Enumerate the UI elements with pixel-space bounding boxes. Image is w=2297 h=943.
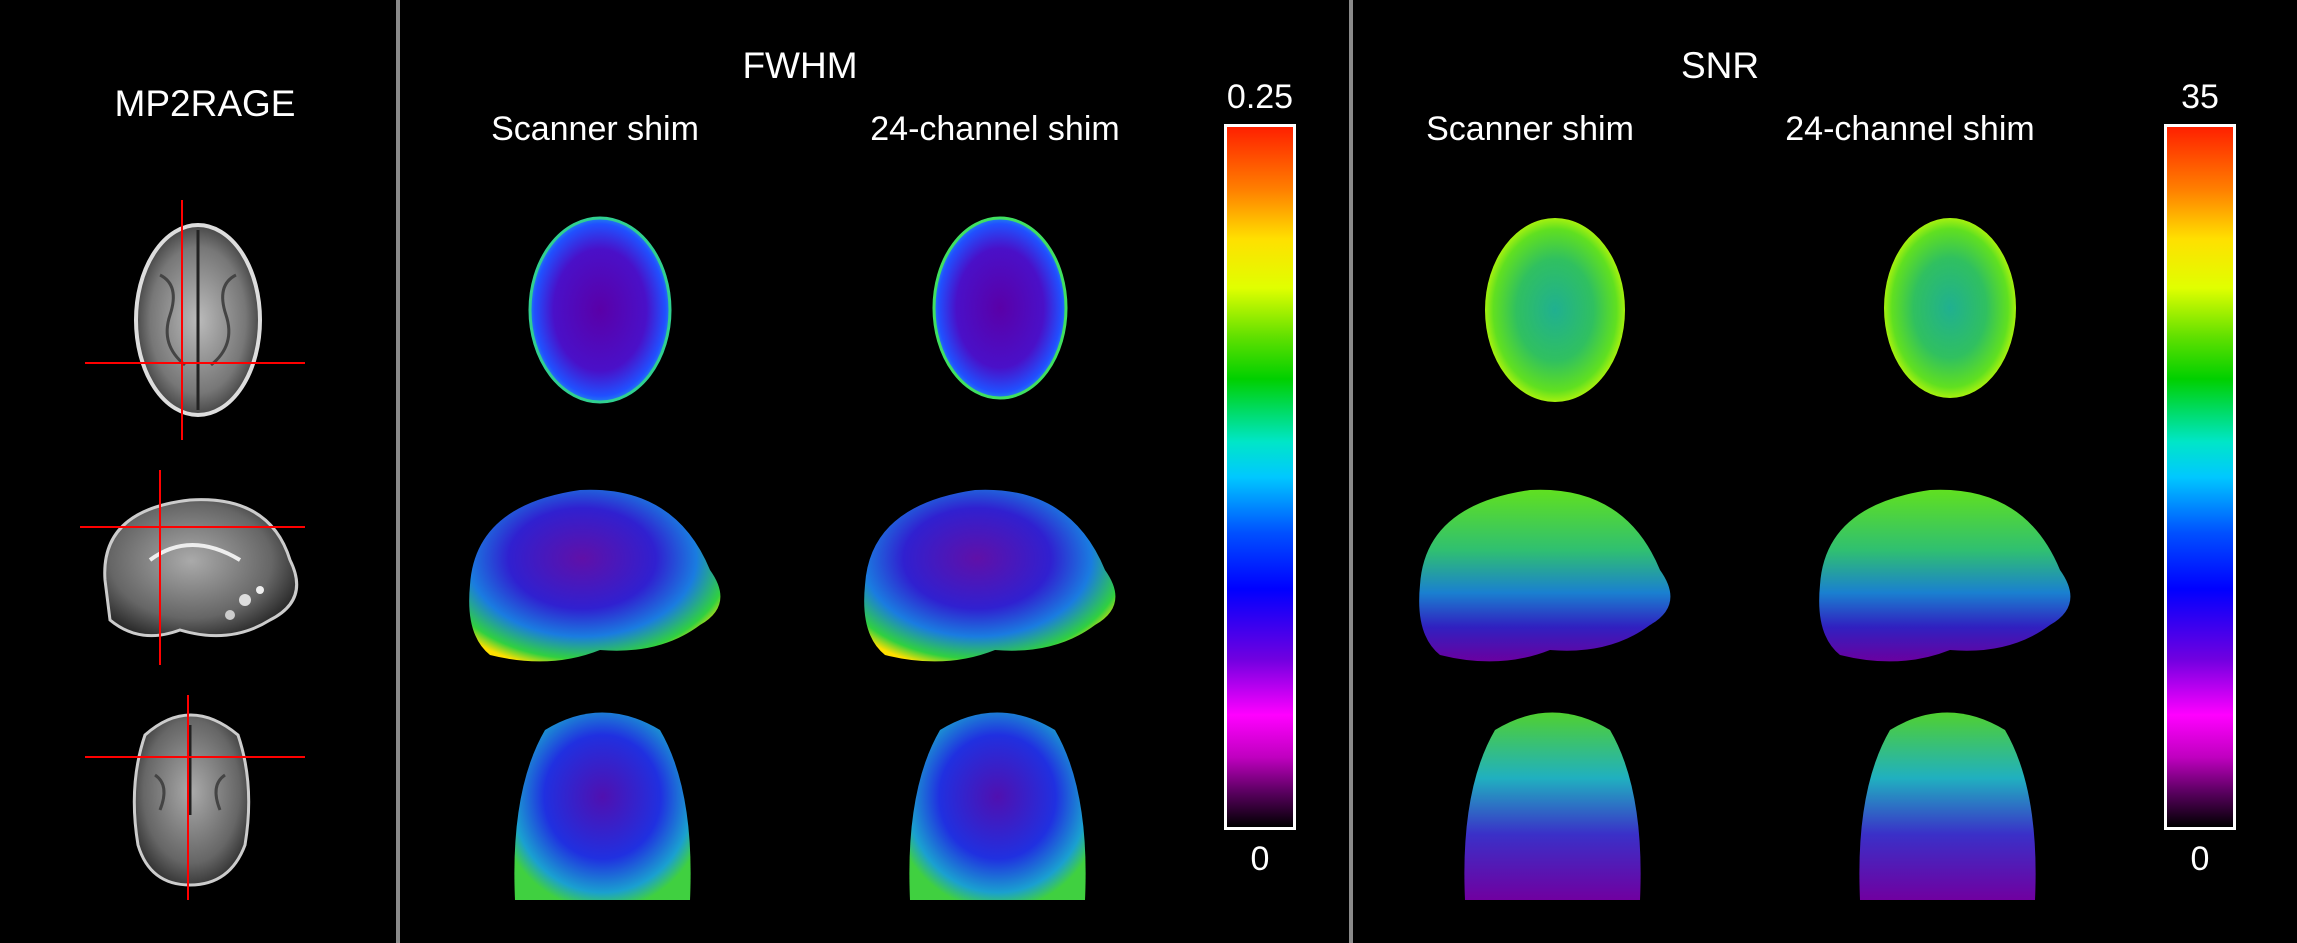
panel-divider-left [396, 0, 400, 943]
fwhm-24ch-coronal-map [909, 712, 1086, 900]
snr-scanner-coronal-map [1464, 712, 1641, 900]
fwhm-scanner-shim-label: Scanner shim [491, 110, 699, 148]
mp2rage-title: MP2RAGE [114, 83, 296, 124]
fwhm-scanner-sagittal-map [469, 489, 721, 662]
snr-colorbar-min-label: 0 [2190, 840, 2210, 878]
snr-24ch-shim-label: 24-channel shim [1785, 110, 2035, 148]
snr-24ch-axial-map [1884, 218, 2016, 398]
snr-scanner-shim-label: Scanner shim [1426, 110, 1634, 148]
snr-title: SNR [1680, 45, 1760, 86]
fwhm-24ch-axial-map [932, 216, 1068, 400]
snr-colorbar [2164, 124, 2236, 830]
snr-scanner-sagittal-map [1419, 489, 1671, 662]
fwhm-24ch-sagittal-map [864, 489, 1116, 662]
panel-divider-right [1349, 0, 1353, 943]
snr-24ch-coronal-map [1859, 712, 2036, 900]
mp2rage-axial-image [85, 200, 305, 440]
snr-colorbar-max-label: 35 [2181, 78, 2219, 116]
fwhm-title: FWHM [742, 45, 858, 86]
mp2rage-sagittal-image [80, 470, 305, 665]
fwhm-colorbar-max-label: 0.25 [1226, 78, 1294, 116]
fwhm-colorbar [1224, 124, 1296, 830]
fwhm-scanner-coronal-map [514, 712, 691, 900]
fwhm-colorbar-min-label: 0 [1250, 840, 1270, 878]
fwhm-24ch-shim-label: 24-channel shim [870, 110, 1120, 148]
snr-24ch-sagittal-map [1819, 489, 2071, 662]
mp2rage-coronal-image [85, 695, 305, 900]
fwhm-scanner-axial-map [528, 216, 672, 404]
snr-scanner-axial-map [1485, 218, 1625, 402]
